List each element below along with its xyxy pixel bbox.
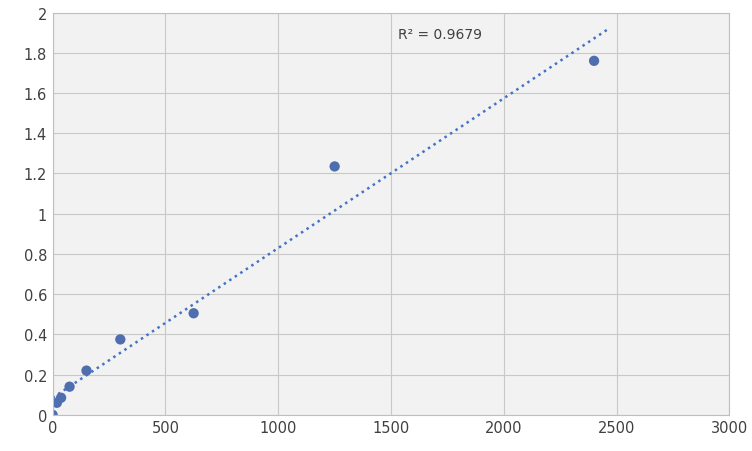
Point bbox=[80, 367, 92, 374]
Point bbox=[588, 58, 600, 65]
Point bbox=[63, 383, 75, 391]
Point bbox=[114, 336, 126, 343]
Point bbox=[329, 163, 341, 170]
Point bbox=[47, 411, 59, 419]
Point bbox=[187, 310, 199, 317]
Point bbox=[51, 399, 63, 406]
Point bbox=[55, 394, 67, 401]
Text: R² = 0.9679: R² = 0.9679 bbox=[398, 28, 482, 41]
